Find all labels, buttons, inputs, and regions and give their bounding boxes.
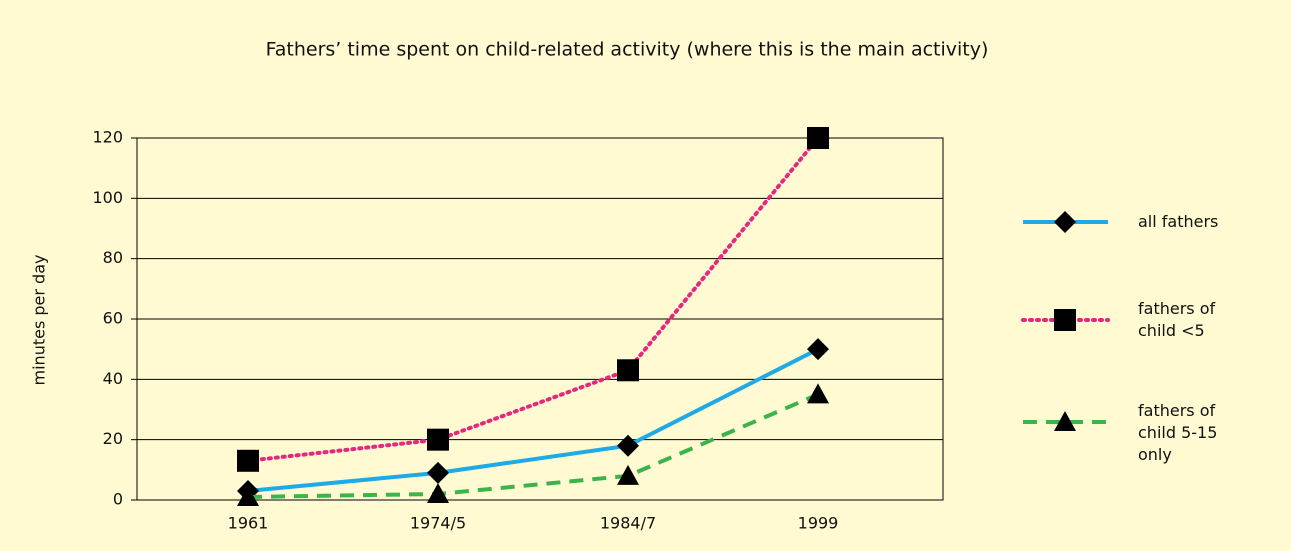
y-axis-label: minutes per day: [30, 255, 49, 386]
marker: [1054, 309, 1076, 331]
series-line: [247, 392, 819, 499]
marker: [807, 338, 829, 361]
y-tick-label: 0: [113, 490, 123, 509]
marker: [427, 482, 449, 503]
y-tick-label: 120: [92, 128, 123, 147]
x-tick-label: 1974/5: [410, 514, 466, 533]
y-tick-label: 80: [103, 248, 123, 267]
y-tick-label: 100: [92, 188, 123, 207]
marker: [427, 461, 449, 484]
marker: [427, 428, 449, 451]
marker: [237, 485, 259, 506]
y-tick-label: 60: [103, 309, 123, 328]
legend-label: all fathers: [1138, 212, 1219, 231]
marker: [1054, 411, 1076, 431]
marker: [237, 449, 259, 472]
marker: [807, 127, 829, 149]
legend-label: fathers of child 5-15 only: [1138, 401, 1218, 464]
marker: [617, 359, 639, 382]
x-tick-label: 1999: [798, 514, 839, 533]
chart-title: Fathers’ time spent on child-related act…: [266, 39, 989, 61]
marker: [807, 383, 829, 404]
legend-label: fathers of child <5: [1138, 299, 1216, 340]
x-tick-label: 1961: [228, 514, 269, 533]
y-tick-label: 40: [103, 369, 123, 388]
marker: [1054, 211, 1076, 233]
y-tick-label: 20: [103, 429, 123, 448]
marker: [617, 434, 639, 457]
marker: [617, 464, 639, 485]
series-line: [246, 136, 820, 463]
series-line: [247, 347, 819, 493]
x-tick-label: 1984/7: [600, 514, 656, 533]
